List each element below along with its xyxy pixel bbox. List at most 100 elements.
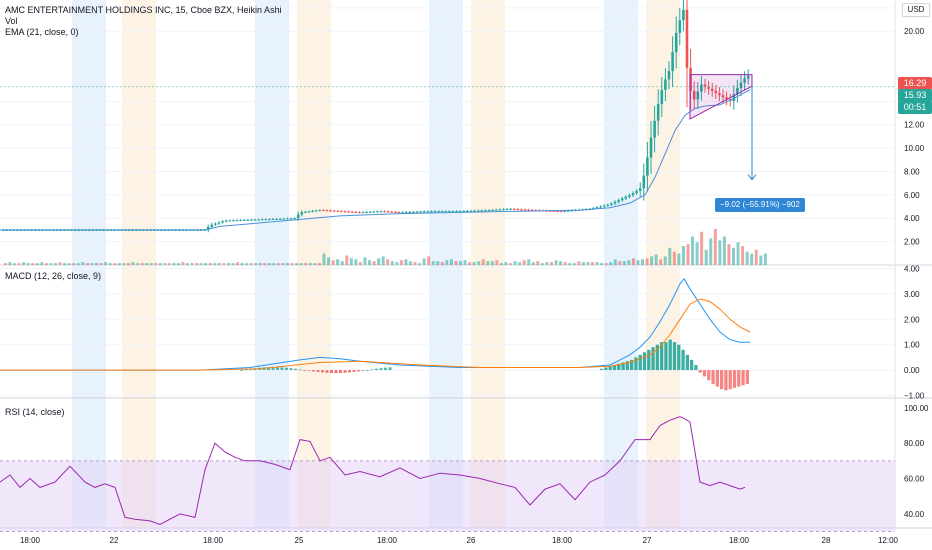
candle-body <box>422 211 426 213</box>
candle-body <box>444 211 448 213</box>
macd-hist-bar <box>379 368 383 371</box>
candle-body <box>304 211 307 213</box>
rsi-axis[interactable]: 40.00 60.00 80.00 100.00 <box>904 404 929 519</box>
macd-legend[interactable]: MACD (12, 26, close, 9) <box>5 271 101 282</box>
currency-button[interactable]: USD <box>902 3 930 17</box>
projection-label[interactable]: −9.02 (−55.91%) −902 <box>715 198 805 212</box>
volume-bar <box>354 259 358 265</box>
projection-arrow-head <box>747 174 757 181</box>
candle-body <box>156 229 160 231</box>
candle-body <box>725 97 728 100</box>
candle-body <box>196 229 199 231</box>
volume-bar <box>727 244 731 265</box>
candle-body <box>228 220 232 222</box>
candle-body <box>296 214 300 219</box>
volume-bar <box>349 258 353 265</box>
candle-body <box>368 211 372 213</box>
volume-bar <box>531 262 535 265</box>
candle-body <box>55 229 59 231</box>
price-panel[interactable] <box>0 0 895 265</box>
time-axis[interactable]: 18:00 22 18:00 25 18:00 26 18:00 27 18:00 28 12:00 <box>20 536 899 545</box>
volume-bar <box>736 242 740 265</box>
candle-body <box>520 209 523 211</box>
candle-body <box>300 212 304 215</box>
macd-hist-bar <box>668 339 672 371</box>
price-tick-label: 12.00 <box>904 121 925 130</box>
candle-body <box>415 211 419 213</box>
macd-hist-bar <box>271 367 275 371</box>
candle-body <box>282 218 286 220</box>
candle-body <box>606 204 610 206</box>
macd-hist-bar <box>634 357 638 371</box>
volume-bar <box>645 258 649 265</box>
candle-body <box>48 229 52 231</box>
candle-body <box>257 219 260 221</box>
volume-bar <box>245 263 249 265</box>
candle-body <box>5 229 8 231</box>
price-legend[interactable]: AMC ENTERTAINMENT HOLDINGS INC, 15, Cboe… <box>5 5 282 38</box>
macd-hist-bar <box>343 370 347 373</box>
candle-body <box>707 86 710 89</box>
macd-hist-bar <box>690 359 694 371</box>
volume-bar <box>754 249 758 265</box>
volume-bar <box>536 261 540 265</box>
ema-line <box>0 89 751 231</box>
candle-body <box>192 229 196 231</box>
price-axis[interactable]: 2.004.006.008.0010.0012.0014.0020.0022.0… <box>904 4 925 247</box>
rsi-legend[interactable]: RSI (14, close) <box>5 407 65 418</box>
candle-body <box>167 229 170 231</box>
candle-body <box>1 229 5 231</box>
macd-axis[interactable]: −1.00 0.00 1.00 2.00 3.00 4.00 <box>904 265 925 401</box>
projection-arrow[interactable] <box>747 86 757 181</box>
macd-hist-bar <box>638 354 642 371</box>
macd-hist-bar <box>384 367 387 371</box>
rsi-panel[interactable] <box>0 416 895 533</box>
candle-body <box>739 82 743 89</box>
volume-bar <box>26 263 30 265</box>
candle-body <box>466 210 469 212</box>
candle-body <box>23 229 26 231</box>
candle-body <box>206 226 210 230</box>
candle-body <box>509 208 512 210</box>
triangle-pattern[interactable] <box>689 74 753 120</box>
candle-body <box>358 212 361 214</box>
candle-body <box>138 229 142 231</box>
candle-body <box>473 210 476 212</box>
macd-hist-bar <box>307 370 311 371</box>
candle-body <box>160 229 163 231</box>
volume-bar <box>672 251 676 265</box>
volume-bar <box>431 261 435 265</box>
macd-hist-bar <box>732 370 737 388</box>
candle-body <box>491 209 494 211</box>
candle-body <box>347 211 350 213</box>
macd-panel[interactable] <box>0 277 751 391</box>
volume-bar <box>254 263 258 265</box>
candle-body <box>700 84 703 92</box>
candle-body <box>293 218 296 220</box>
candle-body <box>59 229 62 231</box>
candle-body <box>62 229 66 231</box>
candle-body <box>682 9 685 21</box>
candle-body <box>433 211 437 213</box>
volume-bar <box>695 242 699 265</box>
candle-body <box>127 229 131 231</box>
macd-hist-bar <box>244 369 248 371</box>
volume-bar <box>67 263 71 265</box>
volume-bar <box>76 263 80 265</box>
macd-hist-bar <box>370 369 374 371</box>
macd-hist-bar <box>334 370 338 374</box>
candle-body <box>203 229 206 231</box>
volume-bar <box>454 261 458 265</box>
candle-body <box>502 209 505 211</box>
candle-body <box>235 220 239 222</box>
volume-bar <box>222 263 226 265</box>
volume-bar <box>499 263 503 265</box>
candle-body <box>34 229 37 231</box>
macd-hist-bar <box>276 367 279 371</box>
candle-body <box>102 229 106 231</box>
volume-bar <box>63 263 67 265</box>
volume-bar <box>181 262 185 265</box>
volume-bar <box>459 261 462 265</box>
volume-bar <box>663 256 667 265</box>
